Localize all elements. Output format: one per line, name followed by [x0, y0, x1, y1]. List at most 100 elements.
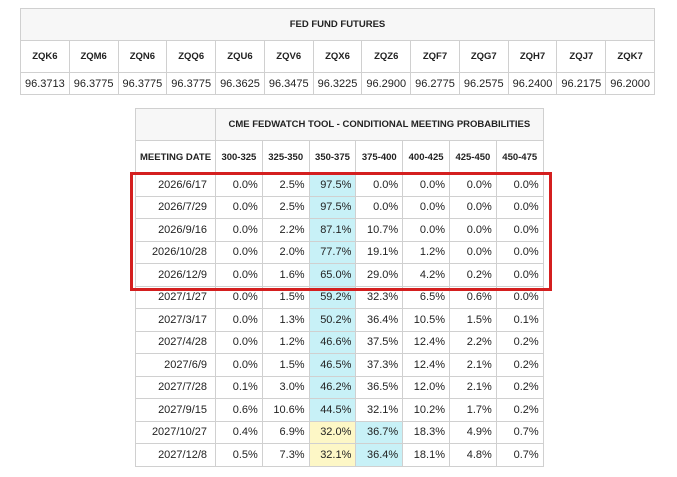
probability-cell: 59.2% [308, 285, 357, 309]
probability-cell: 0.0% [495, 285, 544, 309]
probability-cell: 50.2% [308, 308, 357, 332]
fedwatch-title: CME FEDWATCH TOOL - CONDITIONAL MEETING … [215, 108, 544, 141]
date-cell: 2027/4/28 [135, 330, 216, 354]
probability-cell: 29.0% [355, 263, 404, 287]
probability-cell: 10.7% [355, 218, 404, 242]
row: 2026/6/17 0.0% 2.5% 97.5% 0.0% 0.0% 0.0% 0.0% [135, 173, 544, 197]
probability-cell: 36.4% [355, 443, 404, 467]
probability-cell: 2.2% [448, 330, 497, 354]
probability-cell: 0.0% [215, 240, 263, 264]
probability-cell: 46.5% [308, 353, 357, 377]
date-cell: 2027/3/17 [135, 308, 216, 332]
probability-cell: 32.3% [355, 285, 404, 309]
probability-cell: 10.2% [402, 398, 450, 422]
header-cell: ZQN6 [117, 40, 168, 73]
value-cell: 96.3775 [68, 72, 119, 95]
probability-cell: 0.1% [495, 308, 544, 332]
date-cell: 2026/9/16 [135, 218, 216, 242]
probability-cell: 87.1% [308, 218, 357, 242]
row: 2027/12/8 0.5% 7.3% 32.1% 36.4% 18.1% 4.8% 0.7% [135, 443, 544, 467]
probability-cell: 1.5% [261, 285, 310, 309]
probability-cell: 36.7% [355, 420, 404, 444]
header-cell: ZQQ6 [166, 40, 217, 73]
row: 2027/6/9 0.0% 1.5% 46.5% 37.3% 12.4% 2.1% 0.2% [135, 353, 544, 377]
value-cell: 96.3475 [263, 72, 314, 95]
probability-cell: 0.1% [215, 375, 263, 399]
probability-cell: 0.6% [215, 398, 263, 422]
date-cell: 2026/7/29 [135, 195, 216, 219]
header-cell: 375-400 [355, 140, 404, 174]
probability-cell: 1.3% [261, 308, 310, 332]
header-cell: ZQV6 [263, 40, 314, 73]
row: 2026/12/9 0.0% 1.6% 65.0% 29.0% 4.2% 0.2% 0.0% [135, 263, 544, 287]
probability-cell: 2.1% [448, 353, 497, 377]
probability-cell: 0.4% [215, 420, 263, 444]
row: 2026/10/28 0.0% 2.0% 77.7% 19.1% 1.2% 0.0% 0.0% [135, 240, 544, 264]
probability-cell: 0.2% [495, 375, 544, 399]
value-cell: 96.2900 [361, 72, 412, 95]
probability-cell: 0.2% [448, 263, 497, 287]
probability-cell: 2.5% [261, 195, 310, 219]
probability-cell: 1.2% [261, 330, 310, 354]
probability-cell: 36.5% [355, 375, 404, 399]
probability-cell: 19.1% [355, 240, 404, 264]
value-cell: 96.3713 [20, 72, 70, 95]
header-cell: 450-475 [495, 140, 544, 174]
probability-cell: 37.5% [355, 330, 404, 354]
probability-cell: 1.2% [402, 240, 450, 264]
probability-cell: 65.0% [308, 263, 357, 287]
value-cell: 96.3225 [312, 72, 363, 95]
probability-cell: 2.0% [261, 240, 310, 264]
probability-cell: 0.0% [215, 218, 263, 242]
probability-cell: 0.0% [215, 195, 263, 219]
probability-cell: 0.0% [215, 353, 263, 377]
probability-cell: 0.0% [402, 195, 450, 219]
probability-cell: 18.1% [402, 443, 450, 467]
date-cell: 2027/7/28 [135, 375, 216, 399]
row: 2027/1/27 0.0% 1.5% 59.2% 32.3% 6.5% 0.6% 0.0% [135, 285, 544, 309]
row: 2027/4/28 0.0% 1.2% 46.6% 37.5% 12.4% 2.2% 0.2% [135, 330, 544, 354]
probability-cell: 32.0% [308, 420, 357, 444]
probability-cell: 4.2% [402, 263, 450, 287]
probability-cell: 10.5% [402, 308, 450, 332]
probability-cell: 0.5% [215, 443, 263, 467]
probability-cell: 0.0% [215, 285, 263, 309]
probability-cell: 2.2% [261, 218, 310, 242]
probability-cell: 1.5% [448, 308, 497, 332]
header-cell: ZQF7 [410, 40, 460, 73]
probability-cell: 12.4% [402, 353, 450, 377]
probability-cell: 1.5% [261, 353, 310, 377]
date-cell: 2026/6/17 [135, 173, 216, 197]
probability-cell: 4.8% [448, 443, 497, 467]
blank-cell [135, 108, 216, 141]
probability-cell: 0.0% [448, 173, 497, 197]
header-cell: 325-350 [261, 140, 310, 174]
probability-cell: 0.0% [402, 218, 450, 242]
header-cell: 425-450 [448, 140, 497, 174]
probability-cell: 32.1% [308, 443, 357, 467]
probability-cell: 3.0% [261, 375, 310, 399]
probability-cell: 46.2% [308, 375, 357, 399]
probability-cell: 4.9% [448, 420, 497, 444]
probability-cell: 0.0% [495, 195, 544, 219]
probability-cell: 0.6% [448, 285, 497, 309]
header-cell: ZQX6 [312, 40, 363, 73]
row: 2026/7/29 0.0% 2.5% 97.5% 0.0% 0.0% 0.0% 0.0% [135, 195, 544, 219]
header-cell: ZQK7 [605, 40, 655, 73]
row: 2026/9/16 0.0% 2.2% 87.1% 10.7% 0.0% 0.0% 0.0% [135, 218, 544, 242]
probability-cell: 32.1% [355, 398, 404, 422]
header-cell: ZQU6 [215, 40, 265, 73]
probability-cell: 0.0% [355, 195, 404, 219]
header-cell: ZQK6 [20, 40, 70, 73]
value-cell: 96.2775 [410, 72, 460, 95]
probability-cell: 37.3% [355, 353, 404, 377]
date-cell: 2027/1/27 [135, 285, 216, 309]
probability-cell: 1.7% [448, 398, 497, 422]
row: 2027/10/27 0.4% 6.9% 32.0% 36.7% 18.3% 4.9% 0.7… [135, 420, 544, 444]
probability-cell: 0.7% [495, 443, 544, 467]
header-cell: 400-425 [402, 140, 450, 174]
probability-cell: 0.0% [448, 195, 497, 219]
header-cell: ZQG7 [458, 40, 509, 73]
probability-cell: 2.5% [261, 173, 310, 197]
